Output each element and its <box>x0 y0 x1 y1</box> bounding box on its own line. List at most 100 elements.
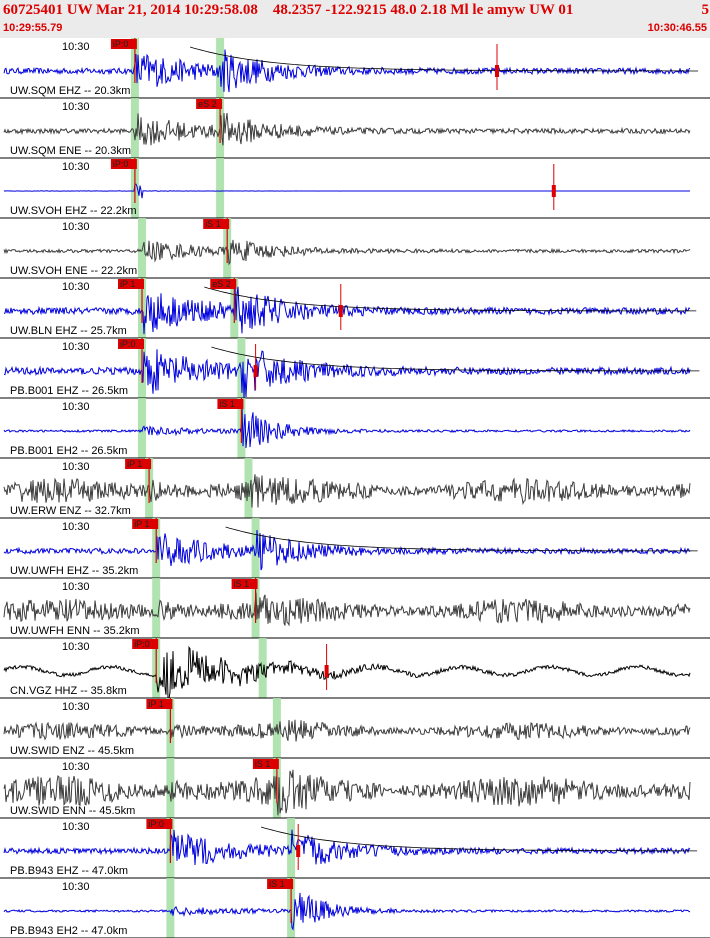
p-phase-band <box>166 758 175 818</box>
window-end-time: 10:30:46.55 <box>647 22 707 34</box>
trace-time-label: 10:30 <box>62 41 90 53</box>
pick-box[interactable] <box>110 159 137 169</box>
trace-time-label: 10:30 <box>62 641 90 653</box>
s-pick-label: eS 2 <box>212 279 231 289</box>
pick-box[interactable] <box>132 519 159 529</box>
trace-time-label: 10:30 <box>62 401 90 413</box>
waveform-trace[interactable] <box>3 405 691 449</box>
trace-time-label: 10:30 <box>62 761 90 773</box>
waveform-trace[interactable] <box>3 645 691 700</box>
waveform-trace[interactable] <box>3 829 691 866</box>
p-pick-label: iP:0 <box>148 819 164 829</box>
s-pick-label: iS 1 <box>255 759 271 769</box>
p-pick-label: iP:0 <box>113 39 129 49</box>
waveform-trace[interactable] <box>3 769 691 816</box>
p-phase-band <box>138 218 146 278</box>
p-phase-band <box>152 578 161 638</box>
s-pick-label: iS 1 <box>219 399 235 409</box>
amplitude-marker-tick <box>338 305 343 317</box>
coda-decay-curve <box>189 46 699 72</box>
waveform-trace[interactable] <box>3 183 690 199</box>
pick-box[interactable] <box>118 279 144 289</box>
waveform-trace[interactable] <box>3 283 691 335</box>
coda-decay-curve <box>211 346 700 372</box>
waveform-trace[interactable] <box>3 49 691 93</box>
pick-box[interactable] <box>132 639 159 649</box>
header-bar: 60725401 UW Mar 21, 2014 10:29:58.08 48.… <box>0 0 710 38</box>
waveform-trace[interactable] <box>3 239 691 266</box>
trace-station-label: PB.B943 EHZ -- 47.0km <box>10 865 128 877</box>
trace-station-label: PB.B943 EH2 -- 47.0km <box>10 925 127 937</box>
trace-station-label: UW.SWID ENN -- 45.5km <box>10 805 135 817</box>
trace-time-label: 10:30 <box>62 821 90 833</box>
trace-time-label: 10:30 <box>62 101 90 113</box>
pick-box[interactable] <box>252 759 279 769</box>
pick-box[interactable] <box>231 579 258 589</box>
s-pick-label: eS 2 <box>198 99 217 109</box>
coda-decay-curve <box>204 286 697 312</box>
pick-box[interactable] <box>203 219 230 229</box>
p-pick-label: iP 1 <box>120 279 135 289</box>
trace-time-label: 10:30 <box>62 161 90 173</box>
amplitude-marker-tick <box>253 365 258 377</box>
pick-box[interactable] <box>125 459 152 469</box>
s-pick-label: iS 1 <box>234 579 250 589</box>
waveform-trace[interactable] <box>3 474 691 508</box>
trace-station-label: UW.BLN EHZ -- 25.7km <box>10 325 127 337</box>
trace-station-label: UW.SVOH EHZ -- 22.2km <box>10 205 137 217</box>
waveform-trace[interactable] <box>3 592 691 627</box>
trace-station-label: UW.SWID ENZ -- 45.5km <box>10 745 134 757</box>
pick-box[interactable] <box>196 99 223 109</box>
waveform-trace[interactable] <box>3 719 691 742</box>
trace-time-label: 10:30 <box>62 461 90 473</box>
p-pick-label: iP:0 <box>113 159 129 169</box>
s-pick-label: iS 1 <box>205 219 221 229</box>
amplitude-marker-tick <box>551 185 556 197</box>
amplitude-marker-tick <box>296 845 301 857</box>
s-phase-band <box>216 158 225 218</box>
trace-time-label: 10:30 <box>62 581 90 593</box>
pick-box[interactable] <box>110 39 137 49</box>
p-phase-band <box>130 98 139 158</box>
waveform-trace[interactable] <box>3 113 691 146</box>
p-pick-label: iP 1 <box>127 459 142 469</box>
pick-box[interactable] <box>146 819 173 829</box>
trace-time-label: 10:30 <box>62 521 90 533</box>
p-phase-band <box>138 398 146 458</box>
trace-station-label: CN.VGZ HHZ -- 35.8km <box>10 685 127 697</box>
p-phase-band <box>166 878 175 938</box>
pick-box[interactable] <box>118 339 144 349</box>
coda-decay-curve <box>225 526 698 552</box>
pick-box[interactable] <box>210 279 237 289</box>
trace-time-label: 10:30 <box>62 881 90 893</box>
pick-box[interactable] <box>217 399 244 409</box>
trace-time-label: 10:30 <box>62 221 90 233</box>
pick-box[interactable] <box>267 879 294 889</box>
window-start-time: 10:29:55.79 <box>3 22 63 34</box>
seismogram-panel[interactable]: iP:0 10:30 UW.SQM EHZ -- 20.3km eS 2 10:30 UW… <box>0 38 710 938</box>
s-phase-band <box>251 518 260 578</box>
waveform-trace[interactable] <box>3 892 691 931</box>
trace-station-label: PB.B001 EH2 -- 26.5km <box>10 445 127 457</box>
s-phase-band <box>258 638 267 698</box>
waveform-trace[interactable] <box>3 349 691 399</box>
trace-time-label: 10:30 <box>62 701 90 713</box>
coda-decay-curve <box>260 826 698 852</box>
trace-station-label: PB.B001 EHZ -- 26.5km <box>10 385 128 397</box>
pick-box[interactable] <box>146 699 173 709</box>
amplitude-marker-tick <box>495 65 499 77</box>
amplitude-marker-tick <box>324 665 329 677</box>
p-pick-label: iP:0 <box>120 339 136 349</box>
p-pick-label: iP 1 <box>134 519 149 529</box>
waveform-trace[interactable] <box>3 529 691 571</box>
event-title-suffix: 5 <box>701 2 710 18</box>
trace-time-label: 10:30 <box>62 281 90 293</box>
trace-station-label: UW.UWFH ENN -- 35.2km <box>10 625 140 637</box>
s-pick-label: iS 1 <box>269 879 285 889</box>
p-pick-label: iP:0 <box>134 639 150 649</box>
trace-station-label: UW.UWFH EHZ -- 35.2km <box>10 565 138 577</box>
trace-station-label: UW.SQM EHZ -- 20.3km <box>10 85 130 97</box>
trace-station-label: UW.ERW ENZ -- 32.7km <box>10 505 131 517</box>
trace-time-label: 10:30 <box>62 341 90 353</box>
event-title: 60725401 UW Mar 21, 2014 10:29:58.08 48.… <box>3 2 574 18</box>
